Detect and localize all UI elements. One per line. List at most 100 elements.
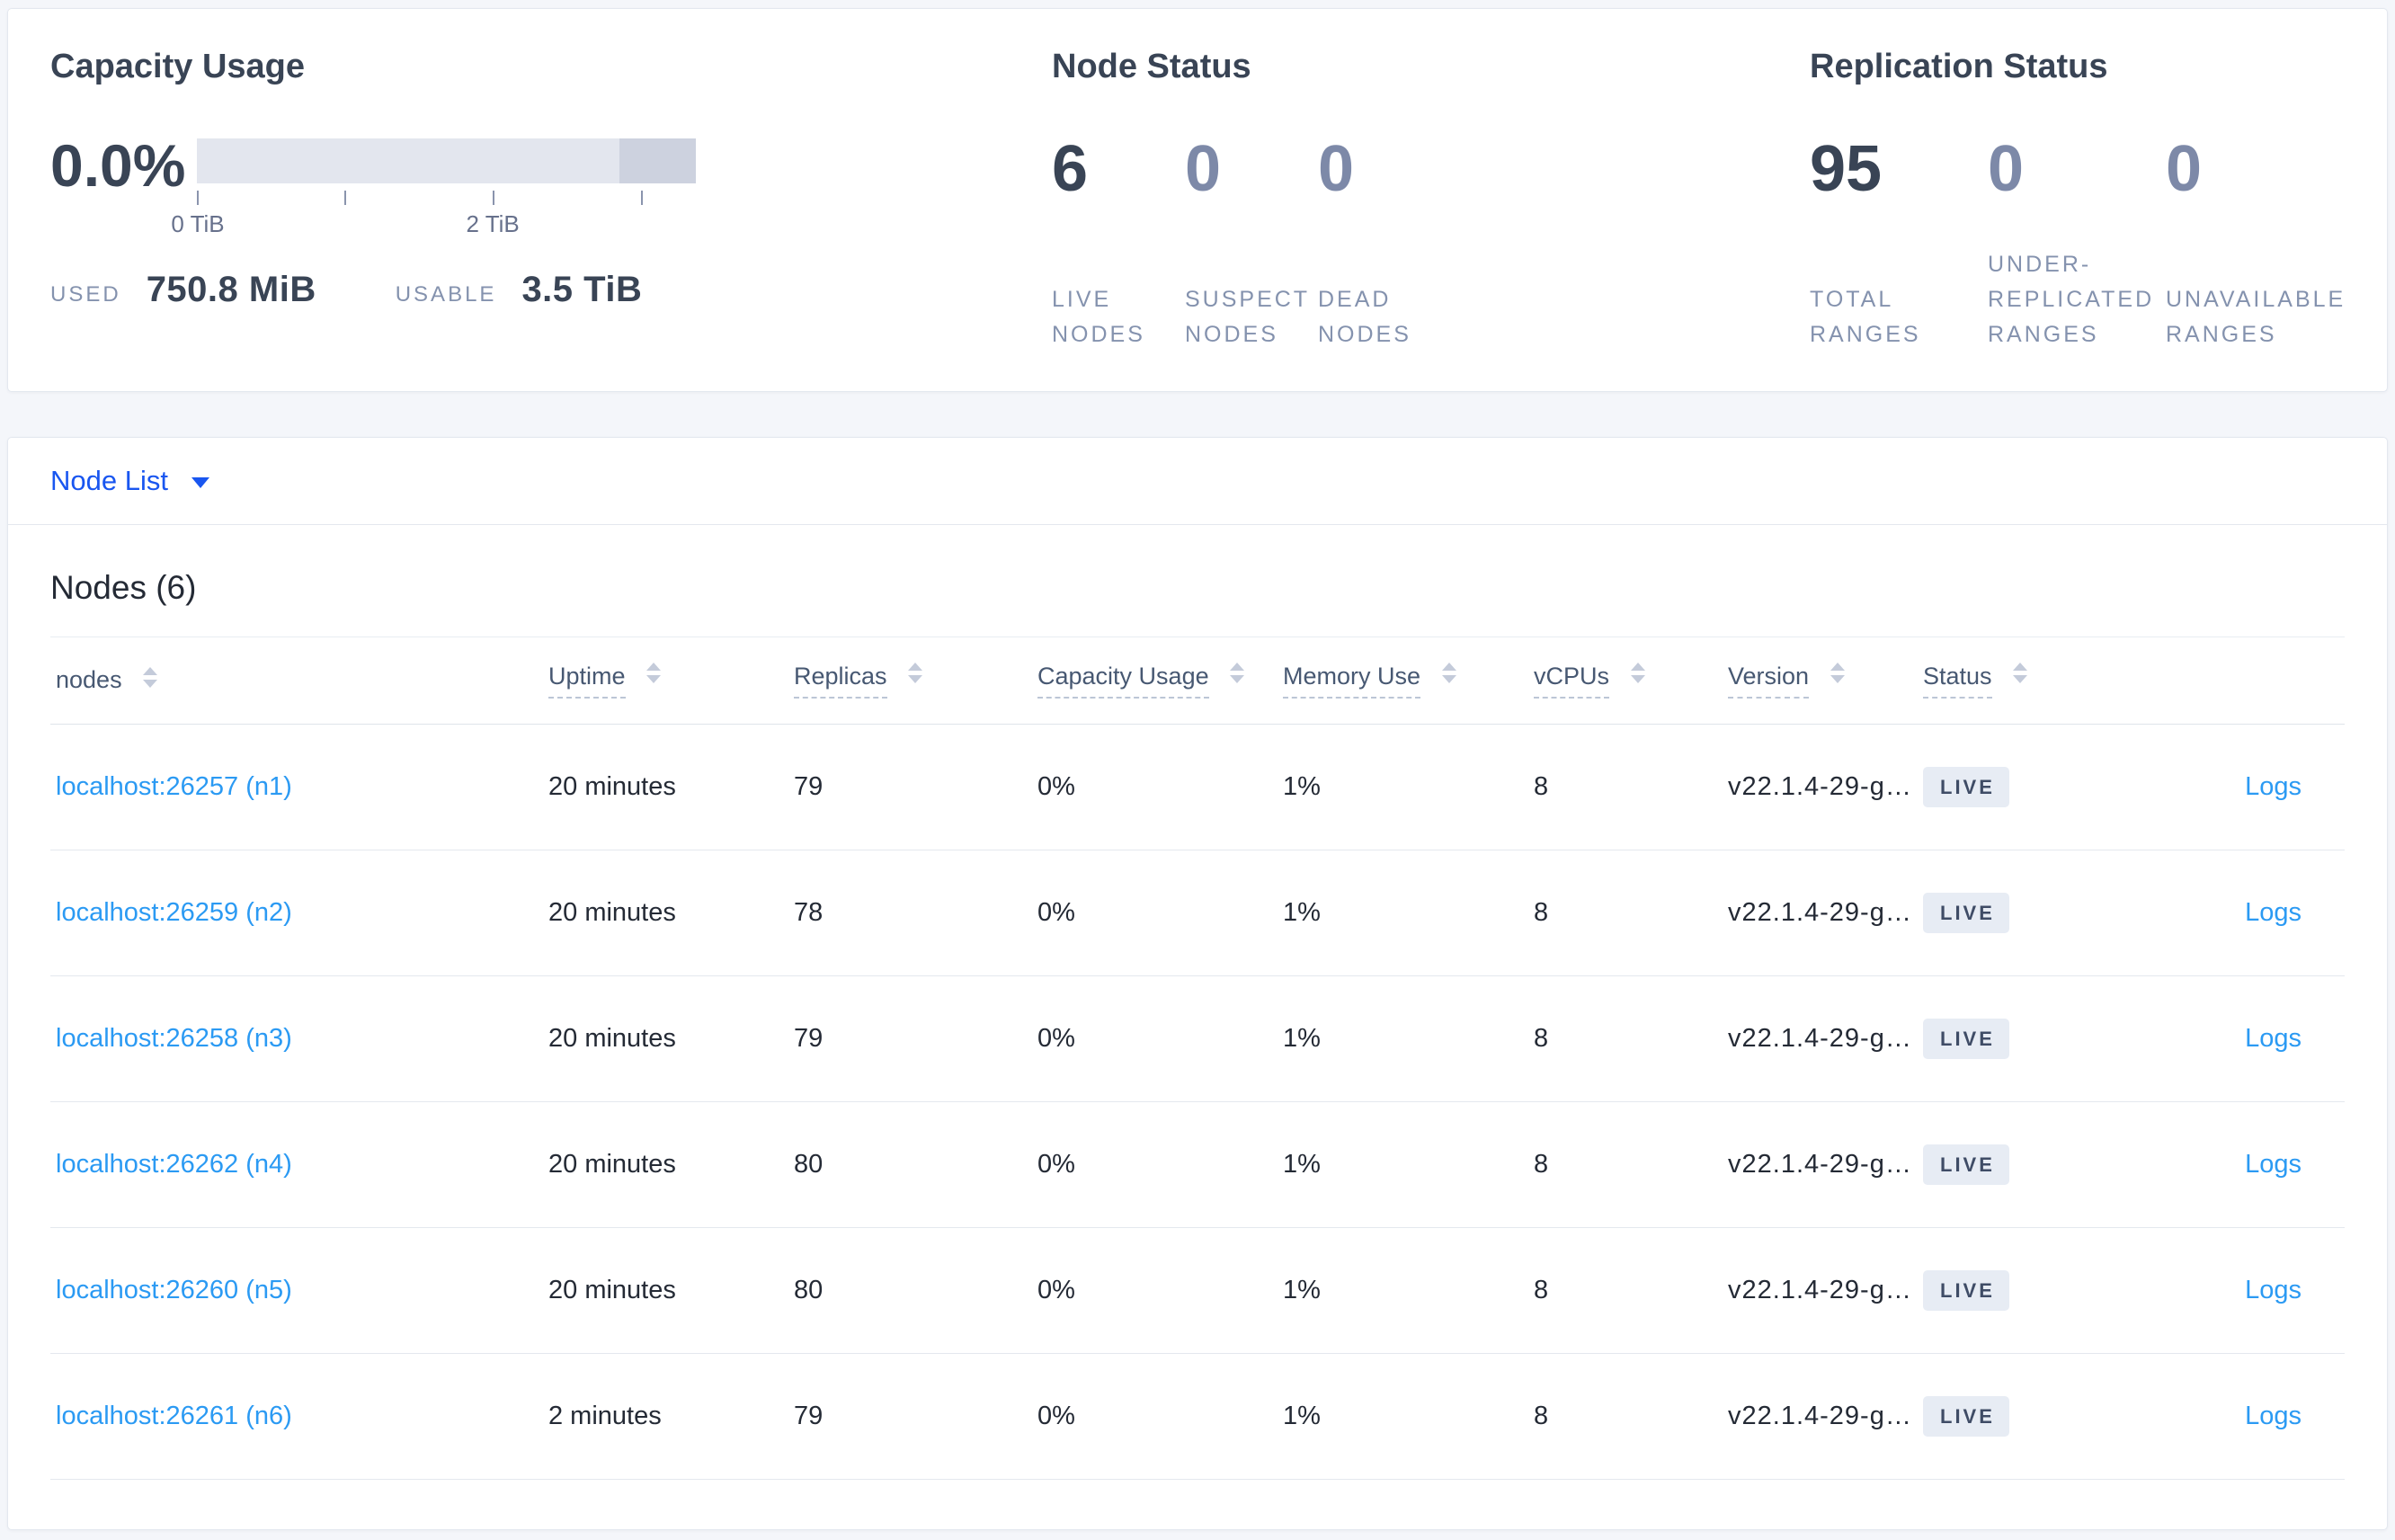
status-badge: LIVE	[1923, 766, 2009, 807]
memory-use-cell: 1%	[1283, 1023, 1321, 1053]
live-nodes-label: LIVE NODES	[1052, 287, 1145, 347]
capacity-usage-cell: 0%	[1037, 1275, 1075, 1304]
column-header-vcpus[interactable]: vCPUs	[1534, 637, 1728, 725]
vcpus-cell: 8	[1534, 1275, 1549, 1304]
node-status-metrics: 6 LIVE NODES 0 SUSPECT NODES 0 DEAD NODE…	[1052, 133, 1810, 352]
replicas-cell: 80	[794, 1149, 824, 1179]
suspect-nodes-value: 0	[1185, 133, 1222, 205]
column-header-status[interactable]: Status	[1923, 637, 2148, 725]
status-cell: LIVE	[1923, 975, 2148, 1101]
column-header-replicas[interactable]: Replicas	[794, 637, 1037, 725]
capacity-usage-section: Capacity Usage 0.0% 0 TiB 2 TiB USED 7	[50, 45, 1052, 391]
usable-label: USABLE	[395, 282, 497, 307]
dead-nodes-metric: 0 DEAD NODES	[1318, 133, 1451, 352]
capacity-usage-cell: 0%	[1037, 771, 1075, 801]
logs-cell: Logs	[2148, 850, 2345, 975]
logs-link[interactable]: Logs	[2245, 771, 2302, 801]
under-replicated-ranges-label: UNDER-REPLICATED RANGES	[1988, 252, 2155, 347]
replicas-cell: 79	[794, 1401, 824, 1430]
node-status-title: Node Status	[1052, 48, 1251, 85]
view-selector-dropdown[interactable]: Node List	[50, 465, 209, 497]
node-address-cell: localhost:26262 (n4)	[50, 1101, 548, 1227]
memory-use-cell: 1%	[1283, 1149, 1321, 1179]
column-header-uptime[interactable]: Uptime	[548, 637, 794, 725]
nodes-count-title: Nodes (6)	[50, 569, 197, 606]
dead-nodes-label: DEAD NODES	[1318, 287, 1411, 347]
status-cell: LIVE	[1923, 724, 2148, 850]
capacity-usage-title: Capacity Usage	[50, 48, 306, 85]
vcpus-cell: 8	[1534, 1023, 1549, 1053]
live-nodes-metric: 6 LIVE NODES	[1052, 133, 1185, 352]
node-list-card: Node List Nodes (6) nodes	[7, 437, 2388, 1530]
sort-icon	[908, 663, 923, 684]
status-cell: LIVE	[1923, 1227, 2148, 1353]
capacity-usage-cell: 0%	[1037, 1149, 1075, 1179]
node-address-cell: localhost:26260 (n5)	[50, 1227, 548, 1353]
memory-use-cell: 1%	[1283, 1275, 1321, 1304]
version-cell: v22.1.4-29-g…	[1728, 1275, 1912, 1304]
axis-tick	[640, 191, 643, 205]
column-header-memory-use[interactable]: Memory Use	[1283, 637, 1534, 725]
live-nodes-value: 6	[1052, 133, 1089, 205]
version-cell: v22.1.4-29-g…	[1728, 771, 1912, 801]
uptime-cell: 20 minutes	[548, 1023, 676, 1053]
column-header-version[interactable]: Version	[1728, 637, 1923, 725]
capacity-bar-end-segment	[619, 138, 696, 183]
node-address-link[interactable]: localhost:26258 (n3)	[56, 1023, 292, 1053]
logs-link[interactable]: Logs	[2245, 1275, 2302, 1304]
node-address-link[interactable]: localhost:26261 (n6)	[56, 1401, 292, 1430]
logs-link[interactable]: Logs	[2245, 1023, 2302, 1053]
column-header-nodes[interactable]: nodes	[50, 637, 548, 725]
dead-nodes-value: 0	[1318, 133, 1355, 205]
node-address-link[interactable]: localhost:26262 (n4)	[56, 1149, 292, 1179]
nodes-table-body: localhost:26257 (n1) 20 minutes 79 0% 1%…	[50, 724, 2345, 1479]
vcpus-cell: 8	[1534, 897, 1549, 927]
node-address-link[interactable]: localhost:26260 (n5)	[56, 1275, 292, 1304]
status-cell: LIVE	[1923, 1101, 2148, 1227]
memory-use-cell: 1%	[1283, 1401, 1321, 1430]
logs-link[interactable]: Logs	[2245, 1401, 2302, 1430]
used-label: USED	[50, 282, 121, 307]
total-ranges-value: 95	[1810, 133, 1883, 205]
logs-link[interactable]: Logs	[2245, 1149, 2302, 1179]
node-address-link[interactable]: localhost:26257 (n1)	[56, 771, 292, 801]
node-table-row: localhost:26258 (n3) 20 minutes 79 0% 1%…	[50, 975, 2345, 1101]
node-address-link[interactable]: localhost:26259 (n2)	[56, 897, 292, 927]
column-header-capacity-usage[interactable]: Capacity Usage	[1037, 637, 1283, 725]
suspect-nodes-metric: 0 SUSPECT NODES	[1185, 133, 1318, 352]
logs-link[interactable]: Logs	[2245, 897, 2302, 927]
capacity-usage-cell: 0%	[1037, 1023, 1075, 1053]
memory-use-cell: 1%	[1283, 897, 1321, 927]
view-selector-bar: Node List	[8, 438, 2387, 525]
cluster-overview-page: Capacity Usage 0.0% 0 TiB 2 TiB USED 7	[0, 8, 2395, 1530]
divider	[50, 636, 2345, 637]
capacity-usage-chart-row: 0.0% 0 TiB 2 TiB	[50, 133, 1052, 237]
logs-cell: Logs	[2148, 724, 2345, 850]
axis-tick-label: 0 TiB	[171, 210, 225, 237]
sort-icon	[1441, 663, 1456, 684]
total-ranges-label: TOTAL RANGES	[1810, 287, 1921, 347]
total-ranges-metric: 95 TOTAL RANGES	[1810, 133, 1988, 352]
logs-cell: Logs	[2148, 1353, 2345, 1479]
node-address-cell: localhost:26259 (n2)	[50, 850, 548, 975]
uptime-cell: 20 minutes	[548, 897, 676, 927]
under-replicated-ranges-metric: 0 UNDER-REPLICATED RANGES	[1988, 133, 2166, 352]
table-header-row: nodes Uptime Replicas Capacity Usag	[50, 637, 2345, 725]
version-cell: v22.1.4-29-g…	[1728, 1023, 1912, 1053]
sort-icon	[1230, 663, 1245, 684]
usable-value: 3.5 TiB	[521, 270, 643, 309]
replicas-cell: 79	[794, 771, 824, 801]
suspect-nodes-label: SUSPECT NODES	[1185, 287, 1310, 347]
version-cell: v22.1.4-29-g…	[1728, 897, 1912, 927]
node-address-cell: localhost:26258 (n3)	[50, 975, 548, 1101]
cluster-summary-card: Capacity Usage 0.0% 0 TiB 2 TiB USED 7	[7, 8, 2388, 392]
used-value: 750.8 MiB	[146, 270, 316, 309]
vcpus-cell: 8	[1534, 1401, 1549, 1430]
sort-icon	[1830, 663, 1845, 684]
replication-status-metrics: 95 TOTAL RANGES 0 UNDER-REPLICATED RANGE…	[1810, 133, 2345, 352]
unavailable-ranges-label: UNAVAILABLE RANGES	[2166, 287, 2346, 347]
vcpus-cell: 8	[1534, 771, 1549, 801]
view-selector-label: Node List	[50, 465, 168, 496]
uptime-cell: 2 minutes	[548, 1401, 662, 1430]
node-status-section: Node Status 6 LIVE NODES 0 SUSPECT NODES…	[1052, 45, 1810, 391]
